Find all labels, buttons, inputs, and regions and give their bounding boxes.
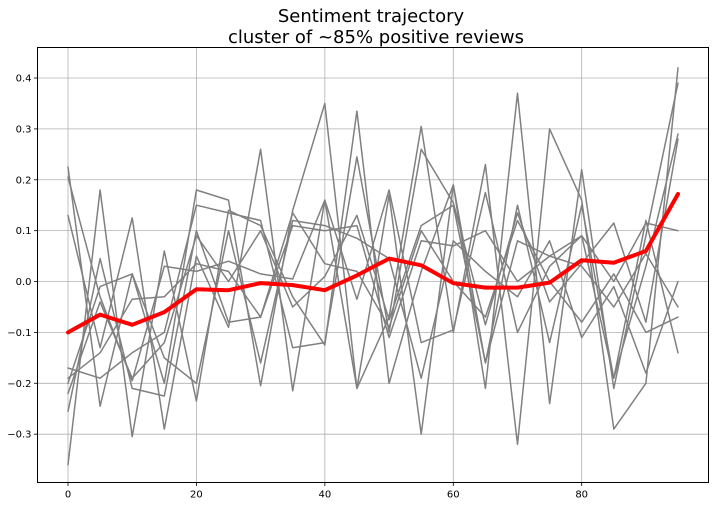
x-tick-label: 40: [318, 490, 331, 501]
y-tick-label: 0.3: [16, 124, 32, 135]
average-series-line: [66, 192, 680, 335]
x-tick-label: 80: [575, 490, 588, 501]
series-lines: [66, 67, 680, 466]
y-tick-label: −0.2: [7, 379, 31, 390]
y-axis-ticks: −0.3 −0.2 −0.1 0.0 0.1 0.2 0.3 0.4: [7, 74, 38, 441]
review-series-line-7: [67, 219, 679, 385]
y-tick-label: −0.3: [7, 430, 31, 441]
y-tick-label: 0.2: [16, 175, 32, 186]
y-tick-label: −0.1: [7, 328, 31, 339]
chart-subtitle: cluster of ~85% positive reviews: [228, 27, 524, 48]
x-tick-label: 20: [190, 490, 203, 501]
x-tick-label: 60: [447, 490, 460, 501]
review-series-line-5: [67, 138, 679, 379]
y-tick-label: 0.1: [16, 226, 32, 237]
chart-title: Sentiment trajectory: [278, 6, 465, 27]
x-tick-label: 0: [65, 490, 71, 501]
y-tick-label: 0.0: [16, 277, 32, 288]
review-series-line-6: [67, 212, 679, 413]
y-tick-label: 0.4: [16, 74, 32, 85]
review-series-line-9: [67, 222, 679, 379]
x-axis-ticks: 0 20 40 60 80: [65, 482, 588, 501]
review-series-line-1: [67, 67, 679, 446]
review-series-line-2: [67, 82, 679, 435]
plot-frame: [37, 47, 709, 483]
